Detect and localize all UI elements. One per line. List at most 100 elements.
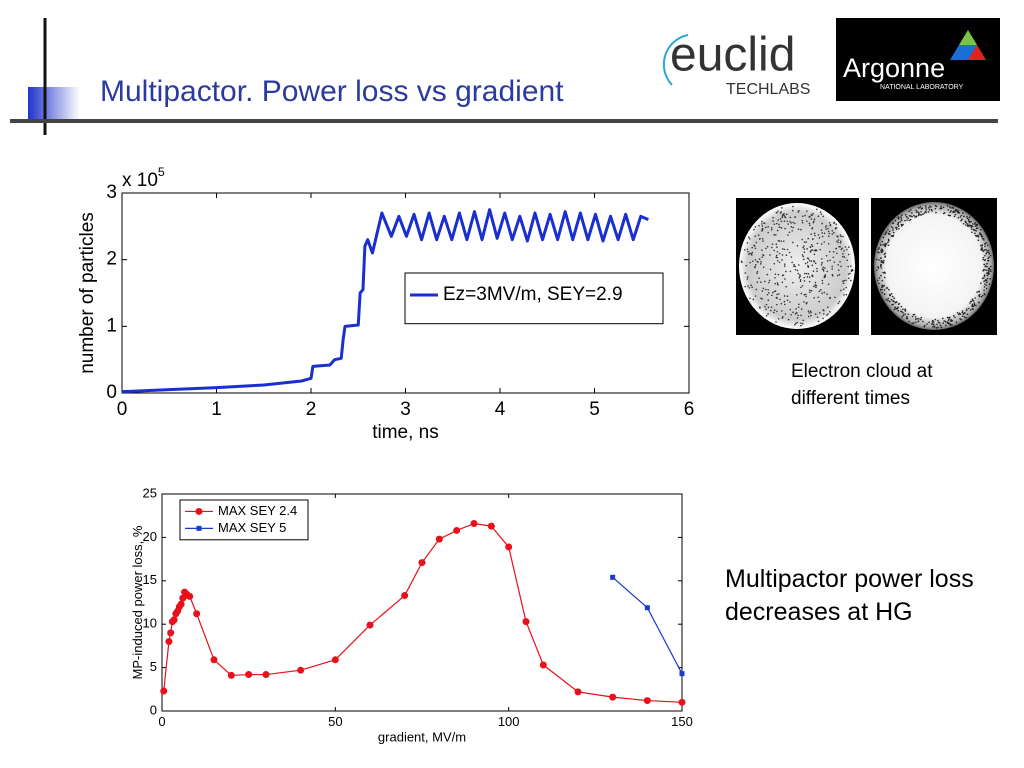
legend-marker [195, 507, 203, 515]
cloud-speck [894, 226, 897, 229]
cloud-speck [960, 214, 963, 217]
cloud-speck [795, 308, 797, 310]
cloud-speck [822, 313, 825, 315]
cloud-speck [796, 294, 798, 296]
cloud-speck [881, 291, 884, 294]
cloud-speck [920, 214, 922, 216]
cloud-speck [750, 284, 752, 286]
cloud-speck [980, 295, 983, 298]
cloud-speck [766, 245, 769, 248]
cloud-speck [841, 255, 844, 258]
cloud-speck [961, 315, 964, 318]
cloud-speck [899, 221, 901, 223]
cloud-speck [888, 288, 890, 291]
cloud-speck [806, 261, 809, 264]
cloud-speck [801, 285, 804, 287]
cloud-speck [767, 281, 770, 284]
cloud-speck [762, 266, 765, 269]
cloud-speck [904, 219, 906, 222]
cloud-speck [883, 289, 886, 291]
cloud-speck [781, 207, 783, 209]
cloud-speck [807, 237, 810, 240]
cloud-speck [810, 311, 812, 314]
cloud-speck [948, 206, 951, 208]
cloud-speck [827, 235, 830, 238]
cloud-speck [784, 227, 786, 230]
cloud-speck [851, 268, 854, 271]
cloud-speck [985, 241, 987, 244]
cloud-speck [976, 227, 979, 229]
cloud-speck [917, 211, 919, 213]
cloud-speck [982, 269, 984, 272]
cloud-speck [888, 233, 891, 235]
cloud-speck [808, 222, 811, 225]
cloud-speck [832, 231, 835, 234]
cloud-speck [773, 309, 776, 311]
legend-label: MAX SEY 2.4 [218, 503, 297, 518]
cloud-speck [827, 230, 830, 233]
cloud-speck [880, 274, 882, 277]
cloud-speck [910, 209, 912, 211]
cloud-speck [809, 310, 812, 312]
cloud-speck [826, 260, 829, 262]
cloud-speck [927, 207, 930, 209]
cloud-speck [777, 219, 779, 221]
cloud-speck [813, 285, 815, 288]
cloud-speck [756, 272, 758, 275]
cloud-speck [887, 244, 890, 247]
cloud-speck [894, 219, 897, 222]
cloud-speck [961, 310, 964, 312]
cloud-speck [781, 310, 783, 312]
cloud-speck [762, 240, 764, 242]
x-tick-label: 6 [684, 399, 695, 420]
cloud-speck [982, 258, 984, 261]
cloud-speck [827, 283, 830, 286]
cloud-speck [983, 243, 986, 245]
data-point [574, 688, 582, 696]
cloud-speck [810, 289, 813, 292]
cloud-speck [787, 318, 790, 321]
cloud-speck [918, 207, 920, 209]
cloud-speck [797, 314, 800, 317]
cloud-speck [811, 264, 814, 267]
cloud-speck [811, 274, 813, 277]
cloud-speck [803, 293, 806, 296]
cloud-speck [817, 320, 820, 323]
cloud-speck [843, 256, 846, 258]
cloud-speck [844, 246, 847, 248]
cloud-speck [799, 275, 801, 278]
cloud-speck [937, 326, 939, 328]
cloud-speck [968, 307, 970, 310]
cloud-speck [892, 303, 895, 306]
cloud-speck [812, 221, 815, 224]
cloud-speck [820, 213, 823, 215]
x-tick-label: 2 [306, 399, 317, 420]
cloud-speck [800, 314, 802, 317]
data-point [522, 618, 530, 626]
cloud-speck [813, 218, 816, 221]
cloud-speck [816, 242, 819, 245]
cloud-speck [777, 283, 779, 286]
cloud-speck [788, 231, 791, 234]
cloud-speck [942, 206, 945, 209]
y-tick-label: 20 [143, 529, 157, 544]
cloud-speck [916, 317, 918, 320]
cloud-speck [760, 261, 762, 263]
cloud-speck [954, 316, 956, 318]
cloud-speck [801, 219, 804, 222]
cloud-speck [802, 319, 805, 322]
cloud-speck [791, 230, 793, 232]
cloud-speck [895, 228, 898, 231]
cloud-speck [984, 265, 987, 268]
cloud-speck [989, 268, 992, 271]
cloud-speck [786, 248, 789, 251]
cloud-speck [786, 299, 789, 302]
cloud-speck [767, 288, 769, 291]
data-point [435, 535, 443, 543]
cloud-speck [966, 216, 968, 218]
cloud-speck [986, 251, 988, 254]
cloud-speck [780, 227, 783, 229]
cloud-speck [908, 320, 910, 323]
cloud-speck [950, 210, 952, 212]
cloud-speck [943, 320, 946, 322]
